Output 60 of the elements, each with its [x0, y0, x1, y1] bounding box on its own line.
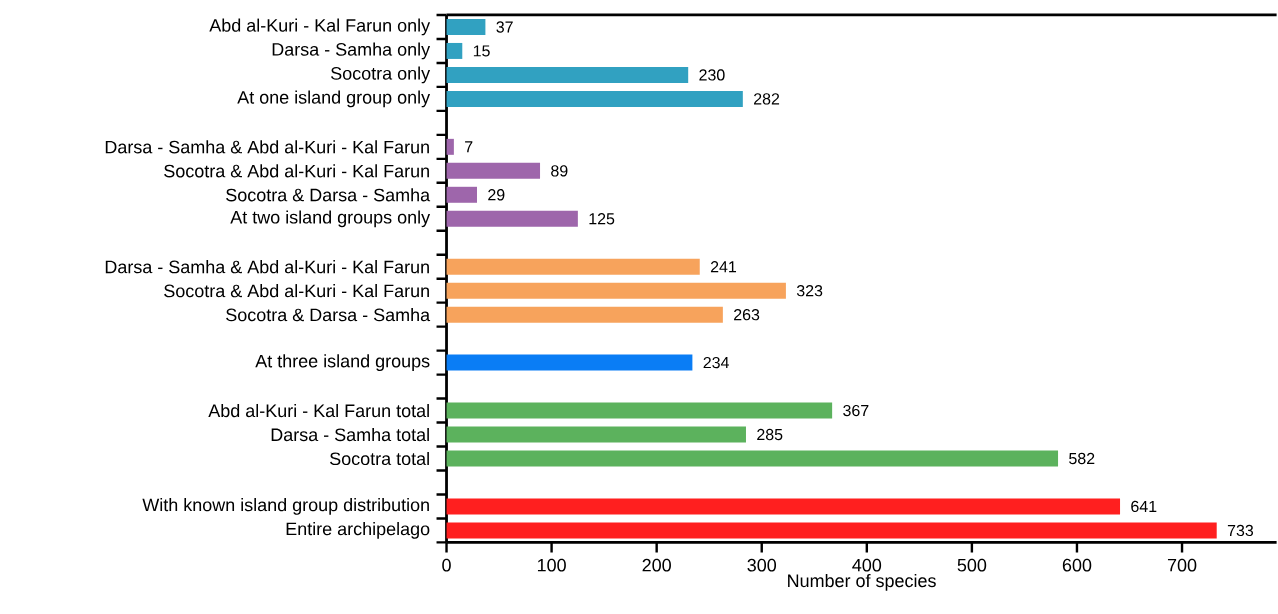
data-label: 323: [796, 284, 823, 297]
data-label: 641: [1131, 500, 1157, 512]
y-tick-label: Darsa - Samha & Abd al-Kuri - Kal Farun: [105, 259, 429, 274]
bar: [446, 90, 743, 107]
data-label: 230: [699, 69, 725, 81]
x-tick-label: 700: [1167, 558, 1197, 572]
data-label: 282: [754, 93, 780, 105]
y-tick-label: At three island groups: [255, 354, 430, 371]
data-label: 582: [1069, 452, 1095, 464]
y-tick-label: With known island group distribution: [142, 497, 429, 515]
data-label: 367: [843, 404, 869, 417]
x-tick-label: 200: [642, 558, 671, 572]
y-tick-label: Socotra total: [330, 451, 429, 465]
bar: [446, 450, 1059, 467]
bar: [446, 210, 578, 227]
y-tick-label: Socotra only: [331, 66, 431, 84]
y-tick-label: Darsa - Samha total: [271, 427, 429, 441]
bar: [446, 162, 541, 179]
y-tick-label: Darsa - Samha only: [272, 42, 431, 60]
y-tick-label: Socotra & Abd al-Kuri - Kal Farun: [164, 283, 429, 298]
bar: [446, 18, 486, 35]
bar: [446, 66, 689, 83]
bar: [446, 354, 693, 371]
bar: [446, 258, 700, 275]
data-label: 263: [734, 308, 760, 321]
y-tick-label: Socotra & Darsa - Samha: [226, 307, 431, 322]
bar: [446, 138, 454, 155]
data-label: 15: [473, 45, 490, 57]
y-tick-label: Abd al-Kuri - Kal Farun total: [208, 403, 429, 418]
bar: [446, 282, 786, 299]
data-label: 7: [465, 141, 473, 153]
y-tick-label: Socotra & Abd al-Kuri - Kal Farun: [164, 164, 429, 178]
x-tick-label: 0: [442, 558, 451, 572]
bar: [446, 186, 477, 203]
data-label: 241: [710, 260, 737, 273]
x-tick-label: 600: [1062, 558, 1092, 572]
bar: [446, 522, 1217, 539]
x-tick-label: 400: [852, 558, 882, 572]
data-label: 89: [551, 164, 568, 177]
bar: [446, 306, 723, 323]
y-tick-label: Socotra & Darsa - Samha: [226, 188, 431, 202]
data-label: 125: [589, 212, 615, 225]
bar: [446, 402, 833, 419]
data-label: 285: [757, 428, 783, 441]
bar: [446, 42, 463, 59]
y-tick-label: Darsa - Samha & Abd al-Kuri - Kal Farun: [105, 140, 429, 154]
data-label: 234: [703, 356, 729, 369]
x-axis-title: Number of species: [788, 573, 936, 591]
data-label: 733: [1227, 524, 1254, 536]
x-tick-label: 100: [537, 558, 566, 572]
y-tick-label: At one island group only: [237, 90, 431, 108]
bar: [446, 426, 746, 443]
x-tick-label: 500: [957, 558, 987, 572]
data-label: 37: [496, 21, 513, 33]
y-tick-label: At two island groups only: [230, 210, 431, 227]
y-tick-label: Abd al-Kuri - Kal Farun only: [209, 18, 431, 36]
x-tick-label: 300: [747, 558, 777, 572]
bar: [446, 498, 1121, 515]
data-label: 29: [488, 188, 505, 201]
y-tick-label: Entire archipelago: [286, 521, 430, 539]
